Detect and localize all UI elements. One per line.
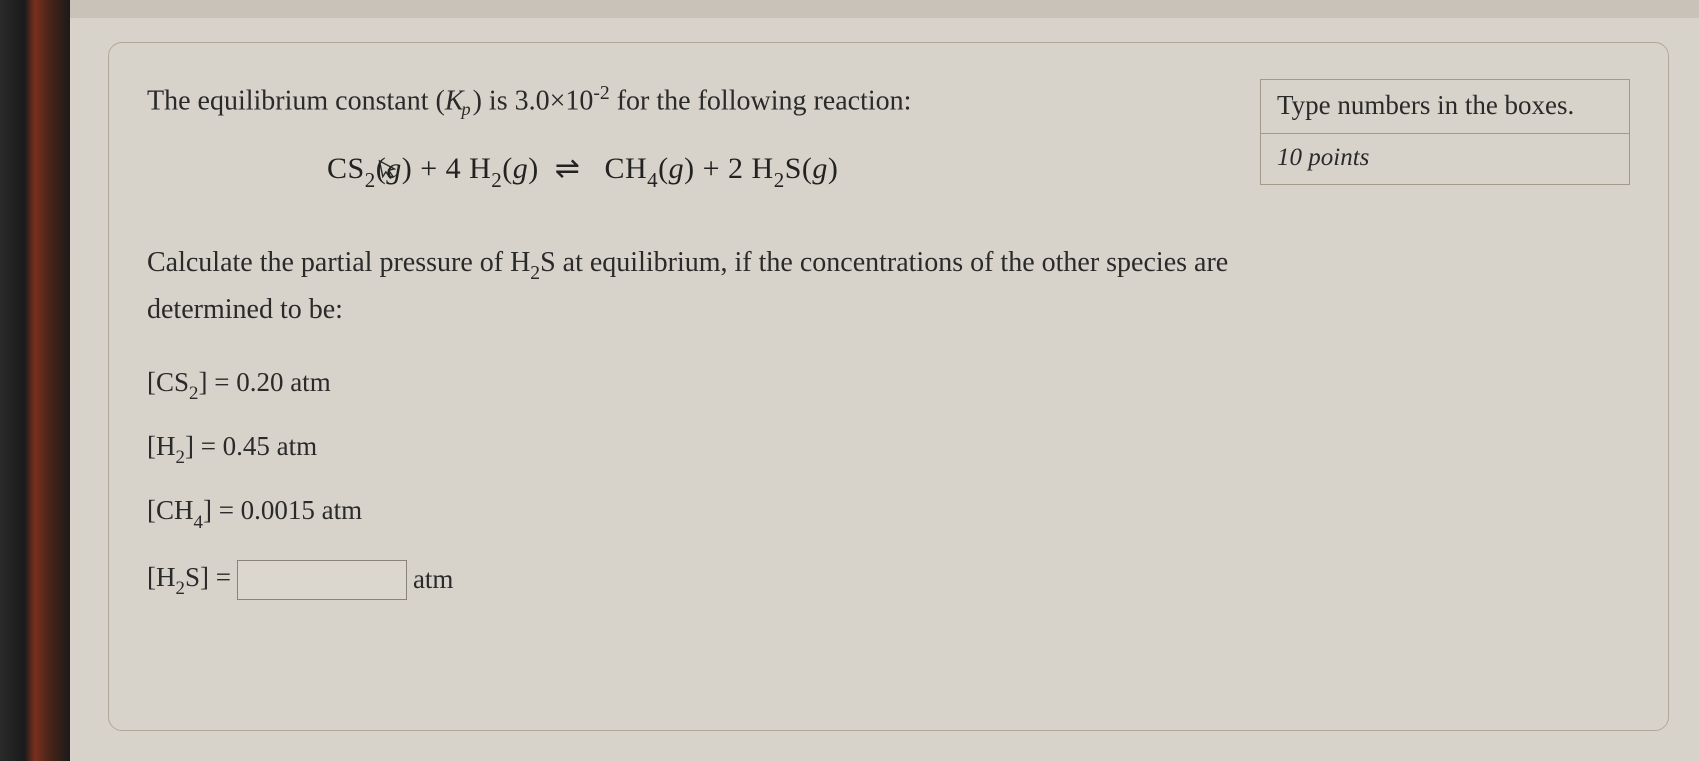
given-cs2: [CS2] = 0.20 atm: [147, 367, 1630, 403]
ch4-open: [CH: [147, 495, 194, 525]
given-values-list: [CS2] = 0.20 atm [H2] = 0.45 atm [CH4] =…: [147, 367, 1630, 600]
eq-plus2: + 2 H: [695, 152, 774, 185]
ans-open: [H: [147, 562, 176, 592]
cs2-open: [CS: [147, 367, 189, 397]
h2-close: ] = 0.45 atm: [185, 431, 317, 461]
given-h2: [H2] = 0.45 atm: [147, 431, 1630, 467]
answer-row: [H2S] = atm: [147, 560, 1630, 600]
intro-prefix: The equilibrium constant (: [147, 85, 445, 116]
h2-open: [H: [147, 431, 176, 461]
cs2-close: ] = 0.20 atm: [198, 367, 330, 397]
question-card: The equilibrium constant (Kp) is 3.0×10-…: [108, 42, 1669, 731]
given-ch4: [CH4] = 0.0015 atm: [147, 495, 1630, 531]
answer-unit: atm: [413, 564, 454, 595]
intro-suffix: for the following reaction:: [610, 85, 912, 116]
instruction-box: Type numbers in the boxes. 10 points: [1260, 79, 1630, 185]
instruction-points: 10 points: [1261, 134, 1629, 184]
ans-close: S] =: [185, 562, 231, 592]
ch4-state: g: [669, 152, 685, 185]
instruction-title: Type numbers in the boxes.: [1261, 80, 1629, 134]
calculate-prompt: Calculate the partial pressure of H2S at…: [147, 241, 1630, 333]
calc-line2: determined to be:: [147, 294, 343, 325]
top-row: The equilibrium constant (Kp) is 3.0×10-…: [147, 79, 1630, 195]
cs2-given-sub: 2: [189, 383, 198, 404]
intro-text: The equilibrium constant (Kp) is 3.0×10-…: [147, 79, 1240, 122]
cs2-state: g: [386, 152, 402, 185]
reactant-cs2: CS: [327, 152, 365, 185]
product-ch4: CH: [596, 152, 647, 185]
reaction-equation: CS2(g) + 4 H2(g)⇌ CH4(g) + 2 H2S(g): [327, 146, 1240, 195]
calc-line1b: S at equilibrium, if the concentrations …: [540, 247, 1228, 278]
header-strip: [70, 0, 1699, 18]
left-binding-strip: [0, 0, 70, 761]
ch4-given-sub: 4: [194, 512, 203, 533]
ch4-sub: 4: [647, 168, 658, 192]
h2-state: g: [513, 152, 529, 185]
intro-exp: -2: [593, 83, 609, 104]
intro-mid: ) is 3.0×10: [473, 85, 594, 116]
h2-sub: 2: [491, 168, 502, 192]
intro-block: The equilibrium constant (Kp) is 3.0×10-…: [147, 79, 1240, 195]
kp-k: K: [445, 85, 464, 116]
ans-sub: 2: [176, 578, 185, 599]
answer-label: [H2S] =: [147, 562, 231, 598]
h2s-state: g: [812, 152, 828, 185]
ch4-close: ] = 0.0015 atm: [203, 495, 362, 525]
h2s-sub: 2: [774, 168, 785, 192]
calc-sub: 2: [530, 263, 540, 284]
cs2-sub: 2: [365, 168, 376, 192]
h2s-answer-input[interactable]: [237, 560, 407, 600]
h2-given-sub: 2: [176, 447, 185, 468]
eq-plus1: + 4 H: [412, 152, 491, 185]
h2s-s: S: [785, 152, 802, 185]
kp-p: p: [462, 99, 471, 119]
calc-line1a: Calculate the partial pressure of H: [147, 247, 530, 278]
equilibrium-arrow-icon: ⇌: [555, 146, 581, 191]
